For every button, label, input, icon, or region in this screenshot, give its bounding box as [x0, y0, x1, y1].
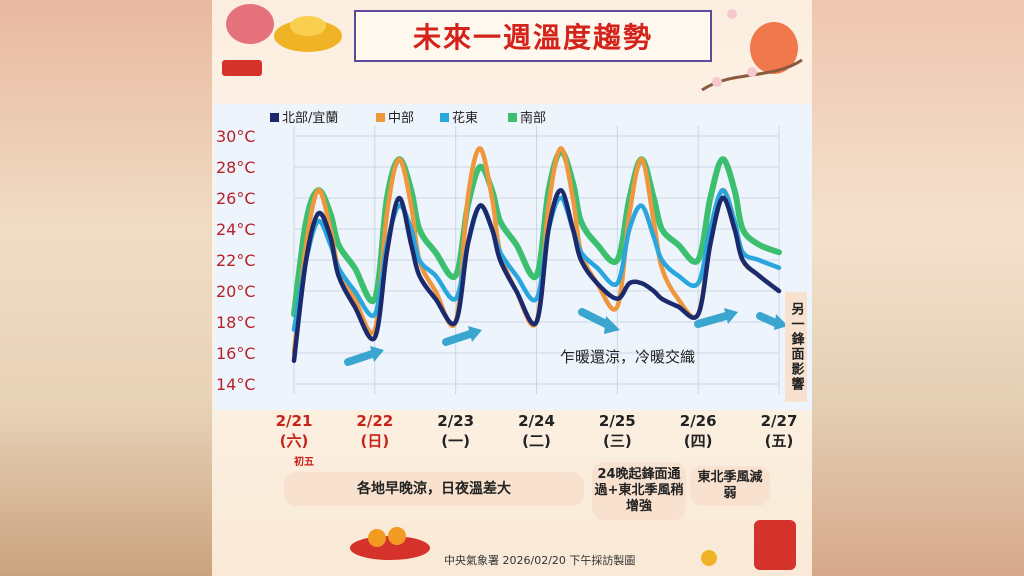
decoration-top-left — [222, 4, 342, 76]
y-tick-label: 26°C — [216, 189, 256, 208]
x-tick-weekday: (六) — [280, 432, 309, 450]
background-blur-right — [812, 0, 1024, 576]
arrow-warm-1 — [344, 346, 384, 366]
x-tick-weekday: (日) — [360, 432, 389, 450]
legend-swatch-east — [440, 113, 449, 122]
y-tick-label: 22°C — [216, 251, 256, 270]
note-lunar-day: 初五 — [294, 455, 314, 468]
legend-label-east: 花東 — [452, 110, 478, 126]
arrow-warm-2 — [442, 326, 482, 346]
temperature-chart: 14°C 16°C 18°C 20°C 22°C 24°C 26°C 28°C 30°C 2/2… — [214, 4, 812, 570]
note-monsoon-weak: 東北季風減弱 — [690, 466, 770, 506]
footer-credit: 中央氣象署 2026/02/20 下午採訪製圖 — [444, 554, 636, 567]
legend-label-north: 北部/宜蘭 — [282, 110, 338, 126]
series-lines — [291, 146, 782, 363]
legend-swatch-north — [270, 113, 279, 122]
note-general: 各地早晚涼，日夜溫差大 — [284, 472, 584, 506]
x-tick-weekday: (二) — [522, 432, 551, 450]
y-tick-label: 30°C — [216, 127, 256, 146]
chart-title: 未來一週溫度趨勢 — [412, 21, 653, 54]
y-axis-ticks: 14°C 16°C 18°C 20°C 22°C 24°C 26°C 28°C 30°C — [216, 127, 256, 394]
x-tick-date: 2/23 — [437, 412, 474, 430]
y-tick-label: 18°C — [216, 313, 256, 332]
note-front-24: 24晚起鋒面通過+東北季風稍增強 — [592, 462, 686, 520]
x-tick-date: 2/25 — [599, 412, 636, 430]
y-tick-label: 14°C — [216, 375, 256, 394]
background-blur-left — [0, 0, 212, 576]
x-tick-weekday: (四) — [684, 432, 713, 450]
x-tick-date: 2/27 — [761, 412, 798, 430]
x-tick-weekday: (五) — [765, 432, 794, 450]
x-tick-weekday: (三) — [603, 432, 632, 450]
decoration-bottom — [350, 520, 796, 570]
legend: 北部/宜蘭 中部 花東 南部 — [270, 110, 546, 126]
arrow-cool — [578, 308, 620, 334]
y-tick-label: 28°C — [216, 158, 256, 177]
note-warm-cold: 乍暖還涼，冷暖交織 — [560, 348, 695, 366]
x-tick-date: 2/21 — [276, 412, 313, 430]
forecast-poster: 未來一週溫度趨勢 14°C 16°C 18°C 20°C 22°C 24°C 26°C 28° — [212, 0, 812, 576]
legend-label-central: 中部 — [388, 111, 414, 126]
plot-area — [214, 104, 812, 410]
y-tick-label: 24°C — [216, 220, 256, 239]
decoration-top-right — [701, 9, 803, 92]
note-front-other: 另一鋒面影響 — [785, 292, 807, 402]
x-tick-date: 2/22 — [356, 412, 393, 430]
legend-swatch-central — [376, 113, 385, 122]
arrow-warm-3 — [694, 308, 738, 328]
x-axis-ticks: 2/21 (六) 2/22 (日) 2/23 (一) 2/24 (二) 2/25 (三) 2/26 (… — [276, 412, 798, 450]
series-line-north — [291, 188, 782, 363]
x-tick-weekday: (一) — [441, 432, 470, 450]
title-box: 未來一週溫度趨勢 — [354, 10, 712, 62]
legend-label-south: 南部 — [520, 110, 546, 126]
x-tick-date: 2/26 — [680, 412, 717, 430]
y-tick-label: 20°C — [216, 282, 256, 301]
arrow-cool-2 — [756, 312, 788, 330]
legend-swatch-south — [508, 113, 517, 122]
series-line-south — [291, 148, 782, 318]
x-tick-date: 2/24 — [518, 412, 555, 430]
y-tick-label: 16°C — [216, 344, 256, 363]
trend-arrows — [344, 308, 788, 366]
series-line-east — [291, 187, 782, 332]
